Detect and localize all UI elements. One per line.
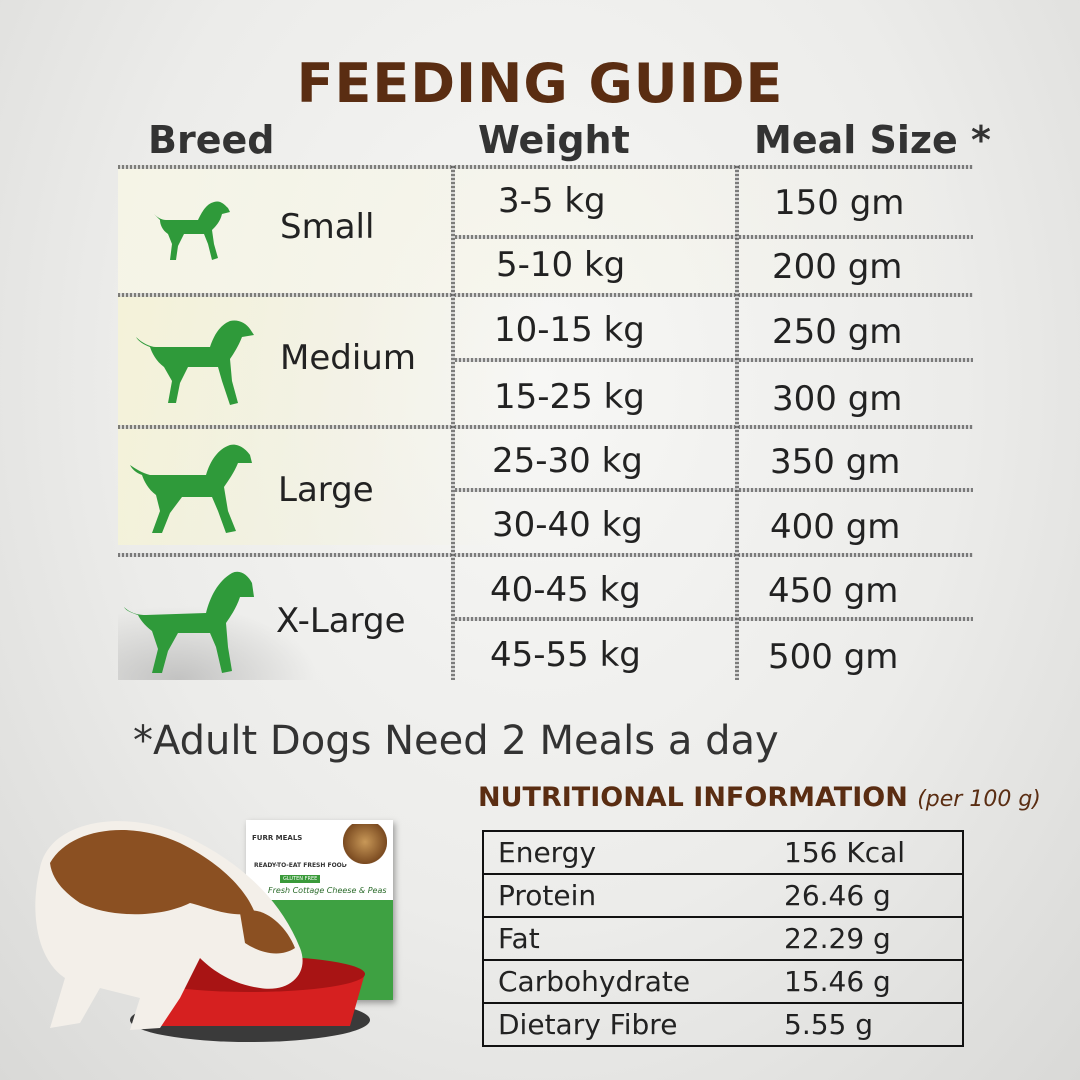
meal-size-cell: 150 gm	[774, 183, 905, 223]
meal-size-cell: 400 gm	[770, 507, 901, 547]
weight-cell: 25-30 kg	[492, 441, 643, 481]
feeding-table: Small Medium Large X-Large 3-5 kg 5-10 k…	[118, 165, 973, 680]
light-beam	[118, 295, 578, 545]
nutrient-label: Fat	[482, 916, 770, 961]
nutrition-heading: NUTRITIONAL INFORMATION (per 100 g)	[478, 782, 1041, 813]
nutrient-label: Carbohydrate	[482, 959, 770, 1004]
large-dog-icon	[130, 444, 252, 533]
nutrient-value: 5.55 g	[770, 1002, 964, 1047]
weight-cell: 10-15 kg	[494, 310, 645, 350]
meal-size-cell: 500 gm	[768, 637, 899, 677]
feeding-guide-title: FEEDING GUIDE	[296, 52, 784, 115]
weight-header: Weight	[478, 118, 630, 162]
gluten-free-badge: GLUTEN FREE	[280, 875, 321, 883]
dog-photo	[343, 824, 387, 864]
nutrition-title: NUTRITIONAL INFORMATION	[478, 782, 908, 813]
weight-cell: 45-55 kg	[490, 635, 641, 675]
weight-cell: 30-40 kg	[492, 505, 643, 545]
package-brand: FURR MEALS	[252, 834, 303, 842]
nutrient-value: 22.29 g	[770, 916, 964, 961]
table-row: Protein 26.46 g	[482, 873, 964, 918]
small-dog-icon	[154, 201, 230, 260]
meal-size-cell: 250 gm	[772, 312, 903, 352]
medium-dog-icon	[136, 320, 254, 405]
nutrient-value: 26.46 g	[770, 873, 964, 918]
table-row: Fat 22.29 g	[482, 916, 964, 961]
table-row: Dietary Fibre 5.55 g	[482, 1002, 964, 1047]
package-product-name: Fresh Cottage Cheese & Peas	[268, 886, 387, 895]
light-beam	[118, 165, 973, 295]
weight-cell: 5-10 kg	[496, 245, 626, 285]
nutrient-label: Dietary Fibre	[482, 1002, 770, 1047]
weight-cell: 3-5 kg	[498, 181, 606, 221]
weight-cell: 15-25 kg	[494, 377, 645, 417]
meal-size-cell: 450 gm	[768, 571, 899, 611]
xlarge-dog-icon	[124, 571, 254, 673]
meal-size-cell: 200 gm	[772, 247, 903, 287]
breed-name: Medium	[280, 338, 416, 378]
breed-header: Breed	[148, 118, 275, 162]
nutrient-value: 156 Kcal	[770, 830, 964, 875]
package-tagline: READY-TO-EAT FRESH FOOD	[254, 862, 347, 869]
meal-size-cell: 350 gm	[770, 442, 901, 482]
nutrition-table: Energy 156 Kcal Protein 26.46 g Fat 22.29 g…	[482, 830, 964, 1047]
nutrient-value: 15.46 g	[770, 959, 964, 1004]
weight-cell: 40-45 kg	[490, 570, 641, 610]
breed-name: X-Large	[276, 601, 406, 641]
breed-name: Large	[278, 470, 374, 510]
meal-size-cell: 300 gm	[772, 379, 903, 419]
table-row: Energy 156 Kcal	[482, 830, 964, 875]
table-row: Carbohydrate 15.46 g	[482, 959, 964, 1004]
nutrition-per: (per 100 g)	[917, 787, 1041, 812]
nutrient-label: Protein	[482, 873, 770, 918]
meals-footnote: *Adult Dogs Need 2 Meals a day	[133, 718, 779, 764]
nutrient-label: Energy	[482, 830, 770, 875]
breed-name: Small	[280, 207, 375, 247]
puppy-eating-image	[35, 821, 370, 1042]
meal-size-header: Meal Size *	[754, 118, 991, 162]
